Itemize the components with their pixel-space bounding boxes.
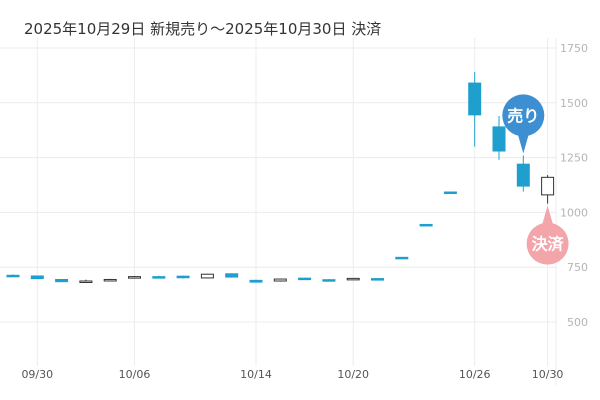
candle xyxy=(492,115,506,160)
candle-body xyxy=(6,274,20,278)
candles xyxy=(6,72,555,284)
x-tick-label: 10/14 xyxy=(240,368,272,381)
sell-marker: 売り xyxy=(502,94,545,154)
candle-body xyxy=(273,278,287,282)
candle-body xyxy=(103,278,117,282)
candle xyxy=(30,275,44,280)
candle-body xyxy=(419,223,433,227)
y-tick-label: 1750 xyxy=(560,42,588,55)
candle-body xyxy=(200,273,214,279)
candle-body xyxy=(79,280,93,284)
x-tick-label: 09/30 xyxy=(21,368,53,381)
candle xyxy=(395,256,409,260)
y-axis: 500 750 1000 1250 1500 1750 xyxy=(560,42,588,329)
candle xyxy=(516,155,530,192)
marker-bubble xyxy=(502,94,545,137)
candle-body xyxy=(443,191,457,195)
candle-body xyxy=(225,273,239,278)
marker-pointer xyxy=(517,132,530,154)
x-tick-label: 10/30 xyxy=(532,368,564,381)
candle xyxy=(103,278,117,282)
marker-label: 売り xyxy=(507,106,539,125)
candle xyxy=(346,277,360,281)
candle xyxy=(55,278,69,283)
candle xyxy=(128,275,141,279)
candle xyxy=(273,278,287,282)
candle xyxy=(371,278,384,281)
chart-title: 2025年10月29日 新規売り～2025年10月30日 決済 xyxy=(24,20,382,38)
marker-pointer xyxy=(541,205,554,227)
candle-body xyxy=(30,275,44,280)
candle xyxy=(443,191,457,195)
candle xyxy=(298,277,312,281)
candle xyxy=(322,279,336,282)
candle xyxy=(249,279,263,283)
y-tick-label: 500 xyxy=(567,316,588,329)
candle-body xyxy=(371,278,384,281)
candle xyxy=(6,274,20,278)
candle xyxy=(176,275,190,279)
candle-body xyxy=(176,275,190,279)
y-tick-label: 1000 xyxy=(560,206,588,219)
y-tick-label: 1250 xyxy=(560,152,588,165)
candle-body xyxy=(468,82,482,116)
x-tick-label: 10/06 xyxy=(119,368,151,381)
y-tick-label: 1500 xyxy=(560,97,588,110)
x-tick-label: 10/20 xyxy=(337,368,369,381)
y-tick-label: 750 xyxy=(567,261,588,274)
candle-body xyxy=(516,163,530,187)
candle-body xyxy=(298,277,312,281)
candle-body xyxy=(541,176,555,196)
candle xyxy=(200,273,214,279)
marker-label: 決済 xyxy=(532,235,565,254)
candle-body xyxy=(249,279,263,283)
x-axis: 09/30 10/06 10/14 10/20 10/26 10/30 xyxy=(21,368,563,381)
candle-body xyxy=(322,279,336,282)
candle xyxy=(541,175,555,204)
candle-body xyxy=(128,276,141,279)
candle-body xyxy=(346,277,360,281)
marker-bubble xyxy=(526,222,569,265)
x-tick-label: 10/26 xyxy=(459,368,491,381)
candle-body xyxy=(492,126,506,152)
candle xyxy=(79,279,93,284)
candle xyxy=(419,223,433,227)
candle-body xyxy=(395,256,409,260)
close-marker: 決済 xyxy=(526,205,569,265)
candle-body xyxy=(152,276,166,279)
candle xyxy=(152,275,166,279)
candle xyxy=(468,72,482,147)
candle-body xyxy=(55,278,69,283)
candle xyxy=(225,273,239,278)
